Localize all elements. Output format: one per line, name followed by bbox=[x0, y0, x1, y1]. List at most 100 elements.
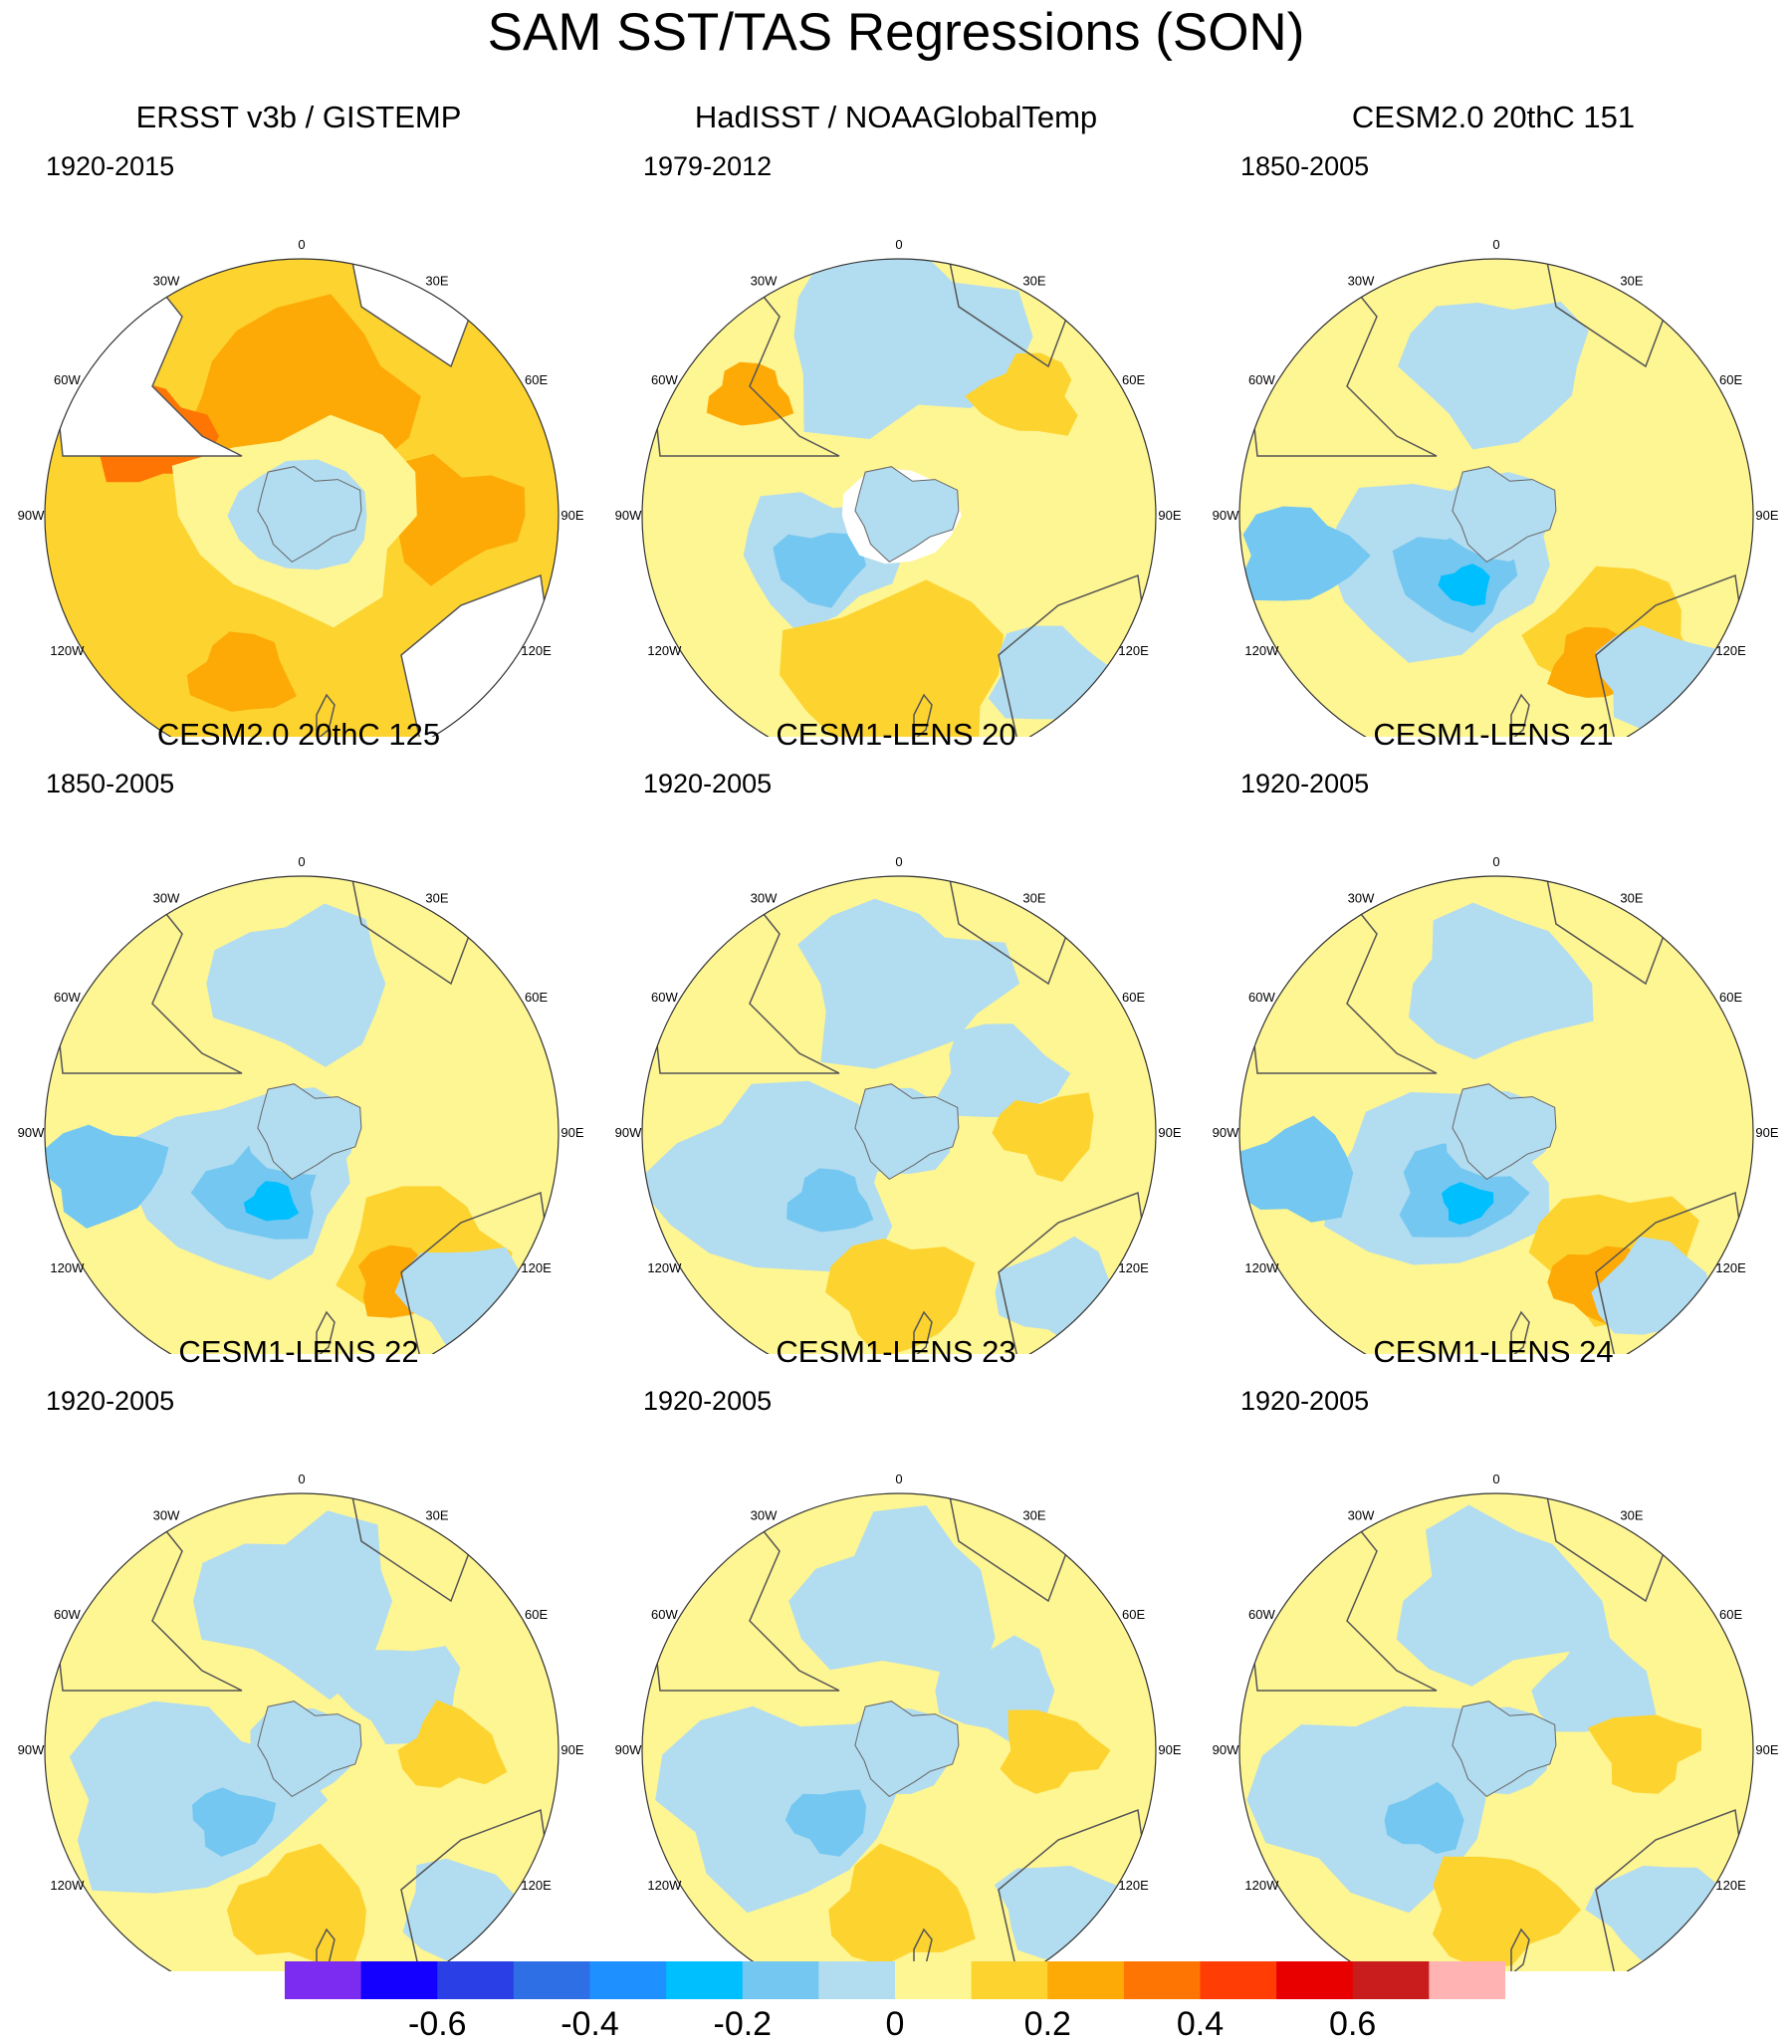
longitude-label: 60W bbox=[54, 372, 81, 387]
polar-map: 030E60E90E120E150E180150W120W90W60W30W bbox=[1213, 854, 1779, 1354]
colorbar-tick-label: -0.4 bbox=[560, 2005, 619, 2043]
antarctica bbox=[854, 1701, 960, 1798]
map-panel: CESM2.0 20thC 151030E60E90E120E150E18015… bbox=[1195, 100, 1792, 737]
anomaly-contour bbox=[1241, 506, 1371, 601]
longitude-label: 90E bbox=[1755, 508, 1778, 523]
longitude-label: 90W bbox=[1213, 1742, 1239, 1757]
longitude-label: 90W bbox=[615, 1742, 642, 1757]
anomaly-contour bbox=[1438, 564, 1490, 606]
anomaly-contour bbox=[706, 361, 794, 426]
longitude-label: 90W bbox=[615, 508, 642, 523]
longitude-label: 60W bbox=[651, 990, 678, 1005]
anomaly-contour bbox=[1239, 1115, 1354, 1223]
longitude-label: 90E bbox=[1158, 1742, 1181, 1757]
anomaly-contour bbox=[1384, 1781, 1464, 1854]
coastline bbox=[948, 259, 1079, 368]
anomaly-contour bbox=[1246, 1705, 1486, 1914]
longitude-label: 0 bbox=[1492, 237, 1499, 252]
antarctica bbox=[1452, 1083, 1557, 1181]
colorbar-tick-label: -0.6 bbox=[408, 2005, 467, 2043]
map-panel: CESM1-LENS 22030E60E90E120E150E180150W12… bbox=[0, 1334, 597, 1971]
panel-year-range: 1920-2015 bbox=[46, 151, 175, 181]
antarctica bbox=[257, 1701, 362, 1798]
longitude-label: 0 bbox=[298, 854, 305, 869]
colorbar-swatch bbox=[971, 1961, 1048, 1999]
map-boundary bbox=[44, 258, 560, 737]
antarctica bbox=[854, 466, 960, 564]
anomaly-contour bbox=[226, 1843, 366, 1963]
longitude-label: 120E bbox=[521, 1260, 552, 1275]
longitude-label: 90E bbox=[1158, 1125, 1181, 1140]
longitude-label: 120E bbox=[1118, 1260, 1149, 1275]
longitude-label: 60W bbox=[651, 1607, 678, 1622]
longitude-label: 120W bbox=[647, 1260, 682, 1275]
longitude-label: 60W bbox=[651, 372, 678, 387]
colorbar-swatch bbox=[285, 1961, 362, 1999]
panel-title: HadISST / NOAAGlobalTemp bbox=[694, 100, 1098, 134]
panel-title: CESM2.0 20thC 151 bbox=[1351, 100, 1636, 134]
longitude-label: 30E bbox=[425, 273, 448, 288]
panel-year-range: 1920-2005 bbox=[643, 1386, 773, 1416]
longitude-label: 60E bbox=[1122, 990, 1145, 1005]
map-panel: CESM1-LENS 24030E60E90E120E150E180150W12… bbox=[1195, 1334, 1792, 1971]
polar-map: 030E60E90E120E150E180150W120W90W60W30W bbox=[18, 854, 584, 1354]
longitude-label: 60W bbox=[1248, 1607, 1275, 1622]
longitude-label: 120E bbox=[521, 643, 552, 658]
anomaly-contour bbox=[206, 903, 386, 1067]
colorbar-tick-label: -0.2 bbox=[713, 2005, 773, 2043]
anomaly-contour bbox=[243, 1181, 300, 1222]
antarctica bbox=[257, 1083, 362, 1181]
longitude-label: 90W bbox=[18, 508, 45, 523]
longitude-label: 120W bbox=[647, 643, 682, 658]
longitude-label: 30E bbox=[425, 890, 448, 905]
polar-map: 030E60E90E120E150E180150W120W90W60W30W bbox=[615, 854, 1182, 1354]
anomaly-contour bbox=[1587, 1714, 1701, 1794]
new-zealand-coastline bbox=[316, 1310, 336, 1354]
antarctica bbox=[854, 1083, 960, 1181]
longitude-label: 120W bbox=[50, 643, 85, 658]
longitude-label: 30W bbox=[153, 273, 180, 288]
map-panel: CESM1-LENS 20030E60E90E120E150E180150W12… bbox=[597, 717, 1195, 1354]
longitude-label: 120W bbox=[1244, 1878, 1279, 1893]
anomaly-contour bbox=[1409, 902, 1594, 1060]
longitude-label: 30E bbox=[1022, 273, 1045, 288]
panel-title: CESM1-LENS 23 bbox=[776, 1334, 1016, 1369]
colorbar-swatch bbox=[1352, 1961, 1430, 1999]
anomaly-contour bbox=[773, 533, 867, 608]
longitude-label: 0 bbox=[895, 237, 902, 252]
colorbar-swatch bbox=[895, 1961, 973, 1999]
longitude-label: 0 bbox=[1492, 1472, 1499, 1486]
longitude-label: 30E bbox=[425, 1507, 448, 1522]
longitude-label: 120E bbox=[1118, 1878, 1149, 1893]
anomaly-contour bbox=[193, 1510, 392, 1701]
new-zealand-coastline bbox=[316, 693, 336, 737]
longitude-label: 30W bbox=[751, 890, 778, 905]
longitude-label: 30E bbox=[1022, 890, 1045, 905]
anomaly-contour bbox=[784, 1789, 867, 1857]
polar-map: 030E60E90E120E150E180150W120W90W60W30W bbox=[1213, 1472, 1779, 1971]
longitude-label: 120W bbox=[1244, 643, 1279, 658]
longitude-label: 90E bbox=[1755, 1742, 1778, 1757]
panel-title: CESM1-LENS 24 bbox=[1373, 1334, 1614, 1369]
map-boundary bbox=[641, 1492, 1157, 1971]
longitude-label: 90E bbox=[560, 508, 583, 523]
longitude-label: 0 bbox=[298, 1472, 305, 1486]
longitude-label: 120E bbox=[1118, 643, 1149, 658]
polar-map: 030E60E90E120E150E180150W120W90W60W30W bbox=[1213, 237, 1779, 737]
colorbar-swatch bbox=[818, 1961, 896, 1999]
longitude-label: 90W bbox=[1213, 1125, 1239, 1140]
coastline bbox=[948, 876, 1079, 986]
longitude-label: 30W bbox=[153, 890, 180, 905]
panel-year-range: 1920-2005 bbox=[46, 1386, 175, 1416]
new-zealand-coastline bbox=[1510, 1928, 1530, 1971]
anomaly-contour bbox=[45, 1124, 169, 1229]
coastline bbox=[1545, 259, 1677, 368]
panel-year-range: 1850-2005 bbox=[46, 769, 175, 798]
map-boundary bbox=[641, 875, 1157, 1354]
coastline bbox=[948, 1493, 1079, 1603]
new-zealand-coastline bbox=[913, 1310, 933, 1354]
panel-year-range: 1979-2012 bbox=[643, 151, 773, 181]
longitude-label: 60E bbox=[1719, 372, 1742, 387]
figure-title: SAM SST/TAS Regressions (SON) bbox=[487, 3, 1305, 62]
longitude-label: 120E bbox=[1715, 1878, 1746, 1893]
